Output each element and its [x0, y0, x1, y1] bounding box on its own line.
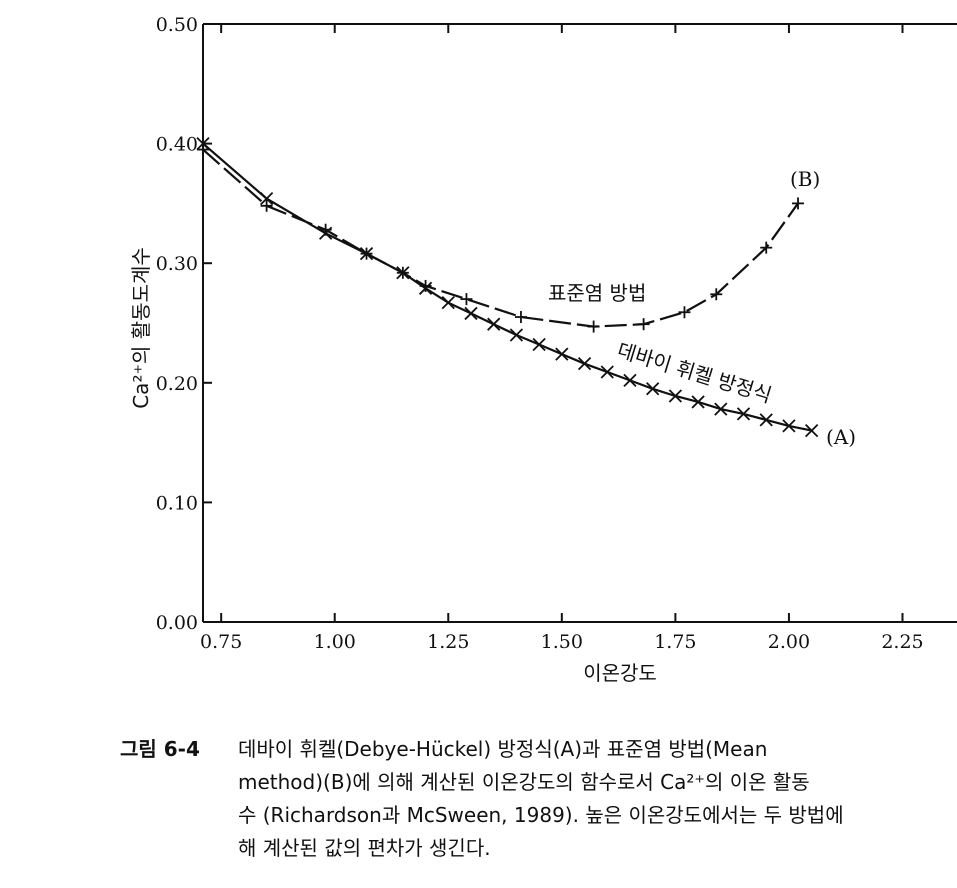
series-a-point: [487, 317, 501, 331]
series-a-point: [577, 357, 592, 371]
x-tick-label: 1.00: [314, 631, 356, 653]
caption-line-3: 수 (Richardson과 McSween, 1989). 높은 이온강도에서…: [238, 803, 844, 827]
plot-frame: [202, 23, 957, 623]
x-tick-label: 1.25: [427, 631, 469, 653]
caption-label: 그림 6-4: [120, 737, 200, 761]
series-a-point: [714, 402, 728, 416]
x-tick-label: 2.25: [881, 631, 923, 653]
series-a-point: [509, 328, 524, 342]
chart: 0.75 1.00 1.25 1.50 1.75 2.00 2.25 0.00 0.10 0.2…: [129, 14, 957, 685]
series-a-point: [464, 306, 478, 321]
series-b-point: [678, 306, 691, 319]
y-axis-title: Ca²⁺의 활동도계수: [129, 247, 153, 409]
caption-line-2: method)(B)에 의해 계산된 이온강도의 함수로서 Ca²⁺의 이온 활…: [238, 770, 810, 794]
figure-caption: 그림 6-4 데바이 휘켈(Debye-Hückel) 방정식(A)과 표준염 방…: [120, 733, 957, 865]
series-a-point: [691, 395, 705, 409]
series-b-point: [710, 288, 723, 301]
series-a-point: [555, 347, 569, 361]
caption-line: 그림 6-4 데바이 휘켈(Debye-Hückel) 방정식(A)과 표준염 방…: [120, 733, 957, 766]
series-a-point: [736, 407, 751, 421]
series-a-point: [441, 296, 455, 310]
series-a-point: [600, 365, 614, 379]
series-a: [196, 136, 819, 438]
caption-line-4: 해 계산된 값의 편차가 생긴다.: [238, 836, 491, 860]
y-axis: 0.00 0.10 0.20 0.30 0.40 0.50: [156, 14, 212, 634]
series-a-point: [259, 191, 274, 206]
x-tick-label: 0.75: [200, 631, 242, 653]
y-tick-label: 0.40: [156, 134, 198, 156]
series-a-point: [532, 337, 546, 352]
y-tick-label: 0.00: [156, 612, 198, 634]
series-a-point: [759, 413, 773, 427]
y-tick-label: 0.20: [156, 373, 198, 395]
y-tick-label: 0.10: [156, 492, 198, 514]
caption-line: 해 계산된 값의 편차가 생긴다.: [120, 832, 957, 865]
series-b-point: [760, 241, 773, 254]
series-a-point: [668, 389, 683, 403]
x-axis-title: 이온강도: [583, 661, 657, 685]
x-tick-label: 2.00: [768, 631, 810, 653]
series-a-point: [623, 373, 637, 388]
series-b-point: [637, 318, 650, 331]
x-axis: 0.75 1.00 1.25 1.50 1.75 2.00 2.25: [200, 24, 924, 653]
series-b-letter: (B): [790, 167, 820, 191]
x-tick-label: 1.50: [541, 631, 583, 653]
caption-line: method)(B)에 의해 계산된 이온강도의 함수로서 Ca²⁺의 이온 활…: [120, 766, 957, 799]
caption-line: 수 (Richardson과 McSween, 1989). 높은 이온강도에서…: [120, 799, 957, 832]
series-b: [197, 143, 805, 333]
y-tick-label: 0.50: [156, 14, 198, 36]
series-a-point: [805, 424, 819, 438]
x-tick-label: 1.75: [654, 631, 696, 653]
series-b-point: [419, 279, 432, 292]
series-a-letter: (A): [826, 425, 856, 449]
series-b-point: [197, 143, 209, 156]
series-a-point: [646, 382, 660, 396]
series-b-point: [792, 197, 805, 210]
series-b-point: [460, 293, 473, 306]
series-b-line: [202, 148, 799, 328]
series-b-point: [260, 199, 273, 212]
caption-line-1: 데바이 휘켈(Debye-Hückel) 방정식(A)과 표준염 방법(Mean: [238, 737, 768, 761]
series-b-name: 표준염 방법: [548, 281, 646, 305]
series-b-point: [319, 223, 332, 236]
series-b-point: [360, 247, 373, 260]
series-b-point: [396, 266, 409, 279]
series-b-point: [587, 320, 600, 333]
y-tick-label: 0.30: [156, 253, 198, 275]
series-a-point: [782, 419, 796, 433]
series-b-point: [514, 311, 527, 324]
